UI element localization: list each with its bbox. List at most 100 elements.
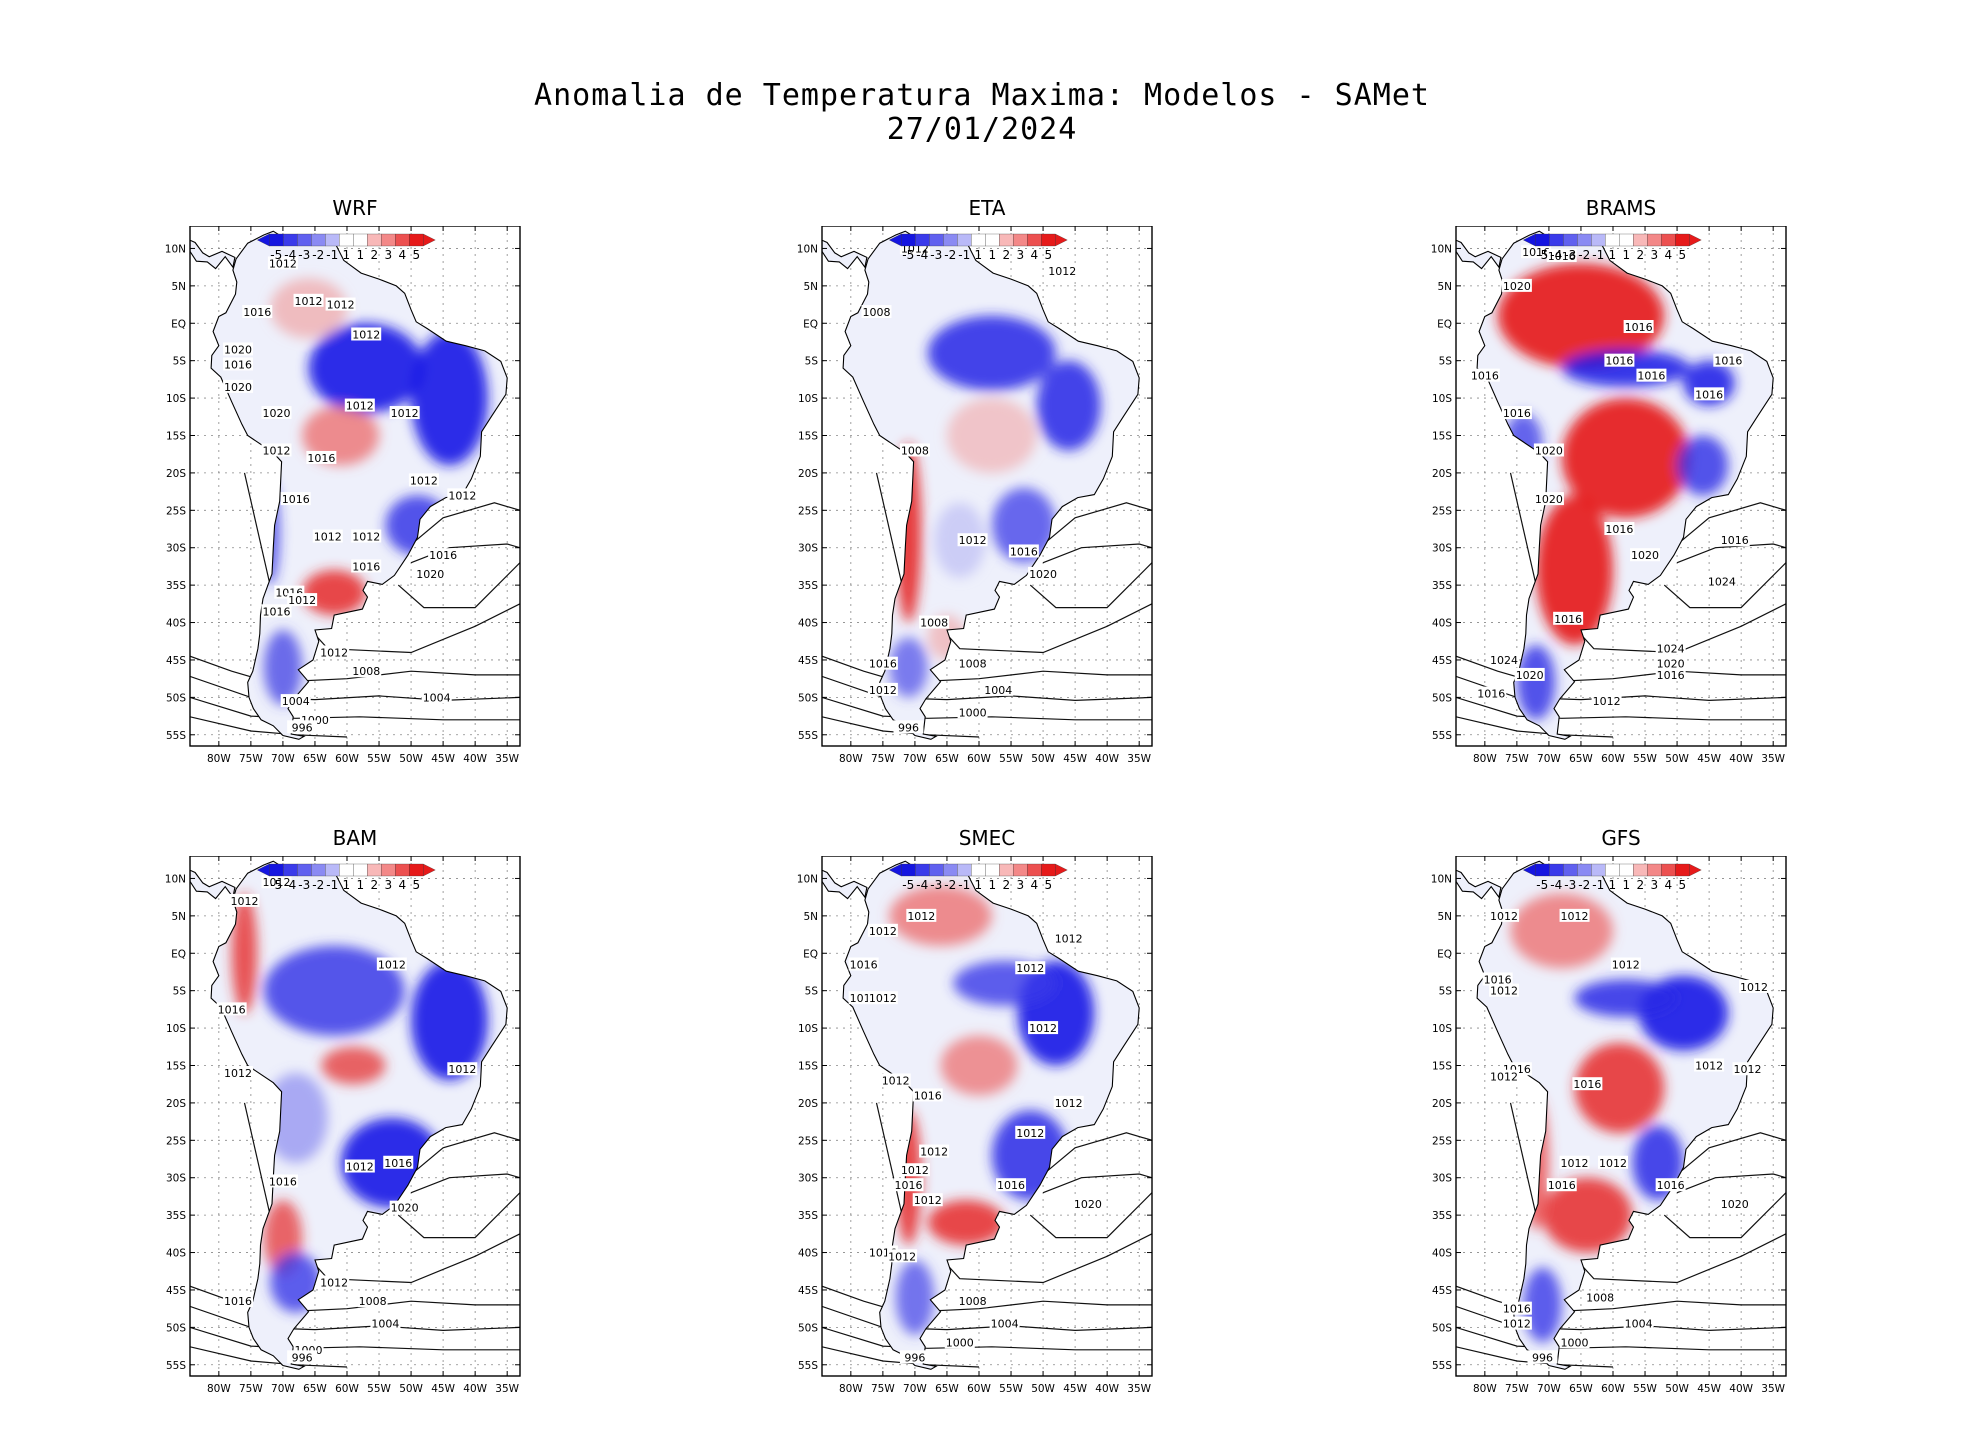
colorbar-tick: 3 [384,248,392,262]
lon-label: 45W [431,753,455,765]
svg-text:1020: 1020 [224,381,252,394]
svg-text:1016: 1016 [997,1179,1025,1192]
colorbar-tick: -1 [958,248,970,262]
figure-date: 27/01/2024 [886,112,1078,147]
svg-text:1012: 1012 [1048,265,1076,278]
lat-label: 15S [1432,1060,1452,1072]
panel-title-gfs: GFS [1601,826,1641,850]
isobar-label: 1016 [242,305,273,319]
map-frame [189,226,521,747]
svg-text:1000: 1000 [1561,1336,1589,1349]
colorbar-tick: 2 [1636,878,1644,892]
lat-label: 10N [165,873,186,885]
isobar-line [243,1102,520,1284]
isobar-label: 1016 [1572,1077,1603,1091]
lat-label: 55S [1432,730,1452,742]
isobar-line [1029,562,1152,609]
isobar-label: 1012 [1610,957,1641,971]
colorbar: -5 -4 -3 -2 -1 1 1 2 3 4 5 [888,863,1068,892]
colorbar-tick: -5 [902,878,914,892]
svg-text:1020: 1020 [391,1202,419,1215]
isobar-label: 1008 [1585,1290,1616,1304]
svg-text:1016: 1016 [1554,613,1582,626]
isobar-label: 1012 [1559,1155,1590,1170]
map-frame [821,226,1153,747]
lat-label: 5N [1437,281,1452,293]
lat-label: 30S [1432,1173,1452,1185]
isobar-line [190,1326,520,1351]
colorbar-tick: -3 [1564,248,1576,262]
svg-text:1008: 1008 [959,658,987,671]
colorbar-tick: 5 [1678,878,1686,892]
isobar-label: 1020 [415,566,446,581]
lat-label: 50S [1432,692,1452,704]
svg-text:1016: 1016 [269,1175,297,1188]
colorbar-tick: 1 [974,248,982,262]
lat-label: 15S [798,1060,818,1072]
isobar-label: 1012 [1591,694,1622,708]
svg-text:1012: 1012 [263,444,291,457]
lat-label: 55S [1432,1360,1452,1372]
isobar-label: 1012 [1489,1069,1520,1084]
isobar-label: 1016 [848,957,879,971]
svg-text:1012: 1012 [352,328,380,341]
isobar-label: 1004 [989,1316,1020,1331]
colorbar-tick: 3 [1650,248,1658,262]
isobar-line [1029,1192,1152,1239]
svg-text:1016: 1016 [1714,355,1742,368]
lat-label: 10S [166,393,186,405]
isobar-label: 1020 [1028,566,1059,581]
svg-text:1016: 1016 [282,493,310,506]
isobar-label: 1012 [1559,908,1590,923]
colorbar-tick: -4 [1550,878,1562,892]
colorbar-tick: 1 [1622,878,1630,892]
svg-text:1004: 1004 [371,1318,399,1331]
colorbar-tick: -2 [944,878,956,892]
lon-label: 80W [207,753,231,765]
lon-label: 35W [1761,1383,1785,1395]
isobar-label: 1016 [223,1294,254,1308]
svg-text:1012: 1012 [224,1067,252,1080]
isobar-label: 1016 [1636,368,1667,383]
isobar-label: 1004 [370,1316,401,1331]
svg-text:1016: 1016 [1625,321,1653,334]
isobar-label: 1008 [357,1294,388,1308]
lon-label: 70W [1537,753,1561,765]
lon-label: 50W [1665,753,1689,765]
panel-title-smec: SMEC [958,826,1016,850]
lat-label: 55S [166,730,186,742]
isobar-line [1509,1102,1786,1284]
isobar-label: 1012 [1501,1316,1532,1331]
lon-label: 60W [335,1383,359,1395]
lat-label: 40S [166,1248,186,1260]
svg-text:1012: 1012 [1490,985,1518,998]
isobar-line [190,696,520,721]
colorbar-tick: -4 [1550,248,1562,262]
svg-text:1016: 1016 [224,1295,252,1308]
lat-label: 15S [166,430,186,442]
isobar-label: 1012 [223,1065,254,1080]
colorbar-tick: 3 [1016,248,1024,262]
isobar-label: 1004 [1623,1316,1654,1331]
lon-label: 75W [871,1383,895,1395]
isobar-line [190,655,520,684]
isobar-label: 1012 [319,645,350,659]
lon-label: 50W [1665,1383,1689,1395]
colorbar-tick: 1 [988,878,996,892]
isobar-line [822,655,1152,684]
isobar-label: 1020 [1630,548,1661,562]
svg-text:1012: 1012 [1740,981,1768,994]
isobar-label: 1016 [306,450,337,465]
isobar-label: 1008 [861,305,892,319]
svg-text:1012: 1012 [888,1250,916,1263]
lat-label: 10N [165,243,186,255]
lon-label: 80W [839,753,863,765]
lat-label: 35S [166,580,186,592]
isobar-label: 1020 [1501,278,1532,293]
isobar-label: 1004 [983,682,1014,697]
isobar-label: 1012 [261,875,292,889]
lat-label: 10S [166,1023,186,1035]
colorbar-tick: 3 [1016,878,1024,892]
lat-label: 5N [803,281,818,293]
